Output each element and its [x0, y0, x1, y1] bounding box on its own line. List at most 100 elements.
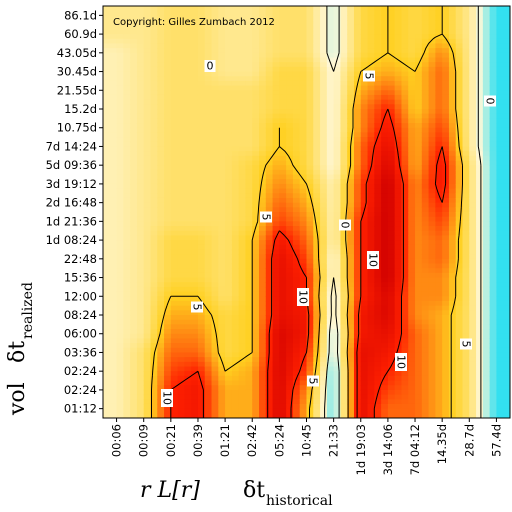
heatmap-cell — [462, 385, 470, 391]
heatmap-cell — [469, 399, 477, 405]
heatmap-cell — [387, 286, 396, 293]
heatmap-cell — [469, 165, 477, 171]
heatmap-cell — [109, 315, 118, 321]
heatmap-cell — [381, 310, 389, 316]
heatmap-cell — [448, 137, 457, 143]
heatmap-cell — [476, 249, 484, 255]
heatmap-cell — [130, 249, 138, 255]
heatmap-cell — [313, 291, 321, 297]
heatmap-cell — [170, 319, 179, 325]
heatmap-cell — [299, 361, 308, 368]
heatmap-cell — [442, 151, 450, 157]
heatmap-cell — [103, 389, 111, 396]
heatmap-cell — [415, 193, 423, 199]
heatmap-cell — [164, 315, 172, 321]
heatmap-cell — [340, 347, 348, 354]
heatmap-cell — [374, 15, 382, 21]
heatmap-cell — [482, 183, 491, 190]
heatmap-cell — [177, 94, 185, 101]
heatmap-cell — [286, 146, 294, 152]
heatmap-cell — [442, 90, 450, 96]
heatmap-cell — [299, 165, 308, 171]
heatmap-cell — [415, 258, 423, 265]
heatmap-cell — [469, 244, 477, 251]
heatmap-cell — [245, 371, 253, 377]
heatmap-cell — [245, 165, 253, 171]
heatmap-cell — [306, 310, 314, 316]
heatmap-cell — [204, 24, 213, 31]
heatmap-cell — [360, 183, 369, 190]
heatmap-cell — [476, 324, 484, 330]
heatmap-cell — [448, 155, 457, 162]
heatmap-cell — [421, 315, 430, 321]
heatmap-cell — [360, 6, 369, 12]
heatmap-cell — [245, 141, 253, 148]
heatmap-cell — [150, 34, 158, 40]
heatmap-cell — [109, 230, 118, 237]
heatmap-cell — [279, 347, 287, 354]
heatmap-cell — [306, 300, 314, 307]
heatmap-cell — [265, 305, 274, 311]
heatmap-cell — [435, 315, 443, 321]
heatmap-cell — [421, 305, 430, 311]
heatmap-cell — [123, 6, 131, 12]
heatmap-cell — [469, 385, 477, 391]
heatmap-cell — [170, 94, 179, 101]
heatmap-cell — [462, 329, 470, 335]
heatmap-cell — [476, 94, 484, 101]
heatmap-cell — [326, 277, 335, 283]
heatmap-cell — [197, 366, 206, 372]
heatmap-cell — [448, 113, 457, 119]
heatmap-cell — [177, 300, 185, 307]
heatmap-cell — [164, 254, 172, 260]
heatmap-cell — [462, 315, 470, 321]
heatmap-cell — [259, 99, 267, 105]
heatmap-cell — [279, 254, 287, 260]
heatmap-cell — [340, 366, 348, 372]
heatmap-cell — [225, 403, 233, 410]
heatmap-cell — [347, 338, 355, 344]
heatmap-cell — [286, 137, 294, 143]
heatmap-cell — [408, 300, 416, 307]
heatmap-cell — [286, 282, 294, 288]
heatmap-cell — [374, 394, 382, 400]
heatmap-cell — [360, 24, 369, 31]
heatmap-cell — [455, 118, 464, 124]
heatmap-cell — [184, 305, 192, 311]
heatmap-cell — [109, 34, 118, 40]
heatmap-cell — [381, 408, 389, 414]
heatmap-cell — [469, 375, 477, 382]
heatmap-cell — [231, 399, 240, 405]
heatmap-cell — [130, 151, 138, 157]
heatmap-cell — [435, 132, 443, 138]
heatmap-cell — [401, 99, 409, 105]
heatmap-cell — [150, 240, 158, 246]
heatmap-cell — [265, 34, 274, 40]
heatmap-cell — [103, 347, 111, 354]
heatmap-cell — [353, 155, 362, 162]
heatmap-cell — [374, 34, 382, 40]
heatmap-cell — [184, 202, 192, 208]
heatmap-cell — [421, 85, 430, 91]
heatmap-cell — [360, 43, 369, 49]
heatmap-cell — [415, 216, 423, 222]
heatmap-cell — [333, 197, 342, 204]
heatmap-cell — [116, 244, 124, 251]
heatmap-cell — [428, 20, 436, 26]
heatmap-cell — [455, 104, 464, 110]
heatmap-cell — [476, 127, 484, 134]
heatmap-cell — [157, 343, 165, 349]
heatmap-cell — [279, 188, 287, 194]
heatmap-cell — [448, 71, 457, 77]
heatmap-cell — [225, 319, 233, 325]
heatmap-cell — [143, 62, 152, 68]
heatmap-cell — [218, 6, 226, 12]
heatmap-cell — [259, 38, 267, 45]
heatmap-cell — [204, 361, 213, 368]
heatmap-cell — [353, 6, 362, 12]
heatmap-cell — [103, 361, 111, 368]
heatmap-cell — [381, 385, 389, 391]
heatmap-cell — [238, 244, 247, 251]
heatmap-cell — [333, 160, 342, 166]
heatmap-cell — [238, 29, 247, 35]
